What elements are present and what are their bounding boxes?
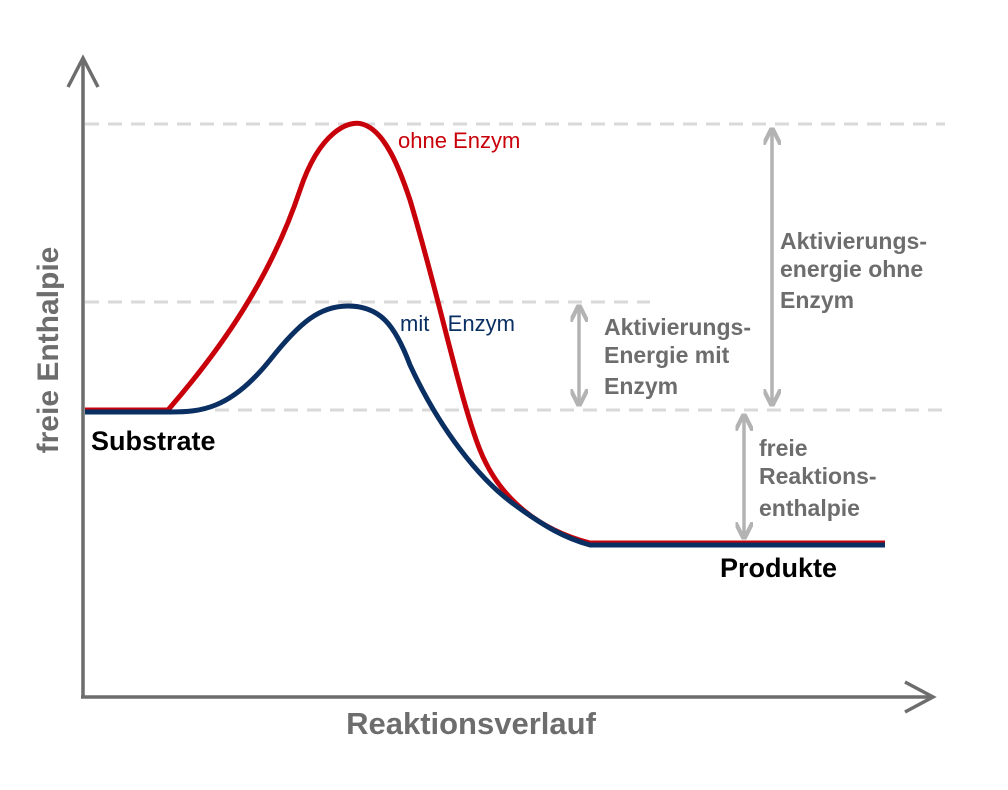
label-with-enzyme: mit Enzym [400,311,515,336]
annotation-free-reaction-enthalpy: freie Reaktions- enthalpie [759,435,883,521]
x-axis-arrowhead [904,680,937,714]
label-substrates: Substrate [91,426,216,456]
curve-with-enzyme [85,303,885,548]
y-axis-label: freie Enthalpie [32,247,65,454]
annotation-activation-with: Aktivierungs- Energie mit Enzym [604,314,757,399]
x-axis-label: Reaktionsverlauf [346,706,596,741]
label-without-enzyme: ohne Enzym [398,128,520,153]
y-axis-arrowhead [66,54,100,88]
annotation-activation-without: Aktivierungs- energie ohne Enzym [780,228,933,313]
curve-without-enzyme [85,120,885,546]
label-products: Produkte [720,553,837,583]
